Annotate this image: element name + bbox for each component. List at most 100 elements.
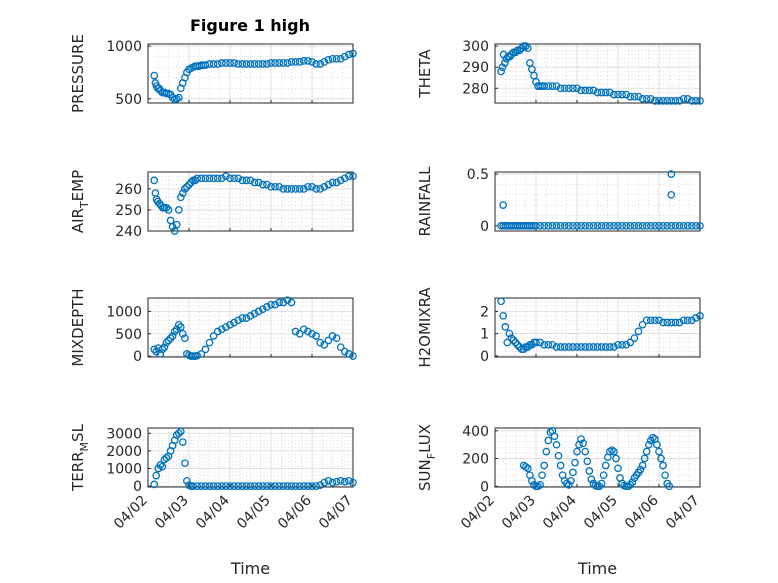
y-tick-label: 500	[115, 327, 142, 343]
data-point	[174, 206, 183, 214]
data-point	[150, 176, 159, 185]
data-point	[655, 316, 663, 325]
data-point	[291, 482, 300, 490]
data-point	[540, 221, 549, 230]
data-point	[501, 323, 510, 331]
data-point	[205, 60, 214, 68]
data-point	[187, 178, 195, 187]
data-point	[569, 343, 577, 351]
data-point	[258, 305, 267, 314]
data-point	[696, 221, 704, 230]
data-point	[209, 174, 218, 183]
data-point	[164, 206, 173, 214]
data-point	[222, 59, 230, 67]
data-point	[164, 336, 173, 345]
data-point	[283, 482, 292, 490]
data-point	[564, 481, 573, 489]
data-point	[312, 482, 320, 490]
data-point	[271, 300, 279, 309]
data-point	[614, 340, 622, 349]
y-axis-label: THETA	[416, 49, 434, 99]
data-point	[593, 88, 602, 97]
data-point	[564, 84, 573, 93]
data-point	[246, 482, 255, 490]
x-tick-label: 04/07	[316, 493, 356, 533]
data-point	[519, 345, 528, 354]
panel-mixdepth: 0 500 1000 MIXDEPTH	[69, 288, 357, 367]
data-point	[634, 221, 643, 230]
data-point	[626, 221, 635, 230]
data-point	[234, 316, 243, 325]
data-point	[279, 185, 288, 193]
x-tick-label: 04/06	[622, 492, 662, 532]
panel-air_temp: 240 250 260 AIRTEMP	[69, 170, 357, 240]
data-point	[630, 334, 639, 342]
data-point	[646, 316, 655, 325]
data-point	[687, 316, 696, 325]
data-point	[168, 332, 177, 340]
panel-pressure: 500 1000 PRESSURE	[69, 34, 357, 113]
data-point	[209, 332, 218, 340]
data-point	[267, 59, 275, 67]
data-point	[554, 451, 563, 460]
data-point	[336, 176, 345, 185]
y-tick-label: 3000	[106, 426, 142, 442]
data-point	[692, 314, 700, 322]
data-point	[189, 482, 197, 490]
y-tick-label: 280	[462, 81, 489, 97]
data-point	[332, 477, 341, 486]
data-point	[308, 58, 316, 66]
data-point	[612, 454, 620, 463]
data-point	[646, 221, 655, 230]
data-point	[523, 44, 532, 53]
data-point	[655, 221, 663, 230]
data-point	[692, 221, 700, 230]
data-point	[332, 178, 341, 187]
data-point	[581, 447, 590, 456]
data-point	[640, 454, 649, 463]
data-point	[283, 59, 292, 67]
axes-box	[147, 171, 354, 232]
data-point	[291, 327, 300, 336]
data-point	[162, 454, 171, 462]
data-point	[624, 482, 633, 491]
data-point	[497, 297, 505, 306]
data-point	[234, 60, 243, 68]
data-point	[556, 84, 565, 93]
data-point	[162, 338, 171, 347]
axes-box	[494, 43, 701, 104]
data-point	[663, 221, 672, 230]
data-point	[536, 481, 544, 489]
data-point	[655, 447, 663, 456]
data-point	[181, 334, 189, 343]
data-point	[308, 482, 316, 490]
data-point	[560, 221, 569, 230]
data-point	[201, 482, 210, 490]
data-point	[622, 90, 631, 99]
data-point	[168, 222, 177, 231]
data-point	[209, 482, 218, 490]
data-point	[304, 482, 312, 490]
data-point	[642, 316, 651, 325]
data-point	[234, 482, 243, 490]
data-point	[679, 221, 688, 230]
data-point	[328, 178, 337, 187]
data-point	[544, 340, 553, 349]
data-point	[626, 92, 635, 101]
panel-rainfall: 0 0.5 RAINFALL	[416, 166, 704, 236]
data-point	[246, 176, 255, 185]
data-point	[209, 60, 218, 68]
data-point	[610, 221, 618, 230]
data-point	[197, 482, 206, 490]
data-point	[499, 311, 508, 320]
data-point	[659, 318, 667, 327]
data-point	[304, 182, 312, 191]
data-point	[500, 59, 509, 67]
data-point	[226, 482, 234, 490]
data-point	[540, 340, 549, 349]
data-point	[659, 461, 667, 470]
data-point	[287, 58, 296, 66]
data-point	[178, 189, 187, 197]
data-point	[556, 461, 565, 470]
data-point	[567, 476, 575, 485]
